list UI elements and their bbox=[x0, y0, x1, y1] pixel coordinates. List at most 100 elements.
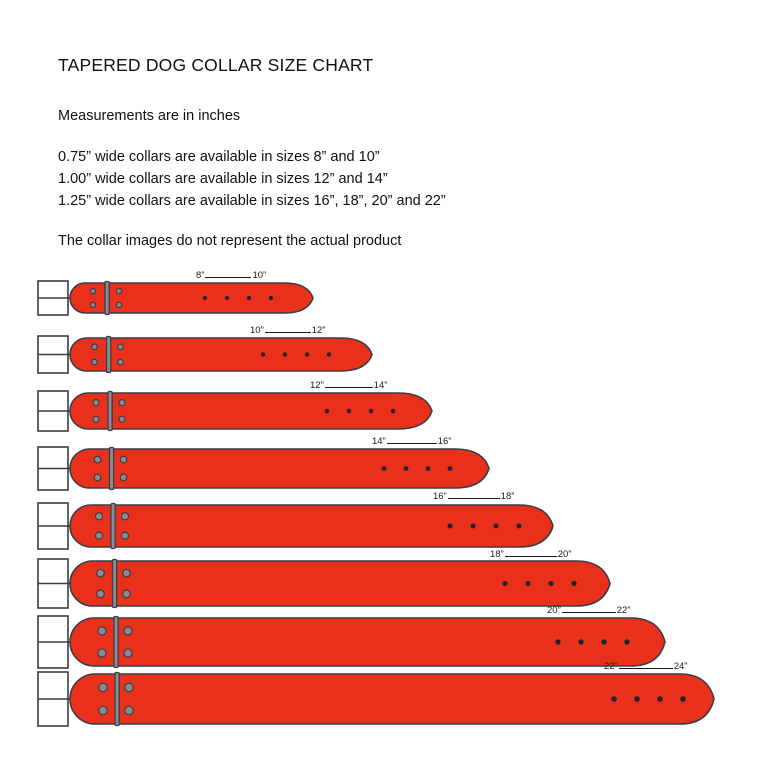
adjustment-hole bbox=[268, 295, 274, 301]
adjustment-hole bbox=[368, 408, 374, 414]
adjustment-hole bbox=[516, 523, 522, 529]
rivet bbox=[98, 682, 108, 693]
size-max-label: 18” bbox=[500, 491, 515, 502]
size-range-connector bbox=[205, 271, 252, 278]
adjustment-hole bbox=[447, 523, 453, 529]
rivet bbox=[118, 415, 126, 423]
adjustment-hole bbox=[502, 580, 508, 587]
size-min-label: 16” bbox=[433, 491, 447, 502]
rivet bbox=[97, 648, 107, 658]
adjustment-hole bbox=[525, 580, 531, 587]
rivet bbox=[122, 568, 131, 578]
collar-strap bbox=[69, 448, 490, 489]
keeper-loop bbox=[104, 280, 110, 316]
rivet bbox=[117, 358, 124, 366]
adjustment-hole bbox=[260, 352, 266, 357]
size-max-label: 10” bbox=[252, 270, 267, 281]
size-range-label: 16” 18” bbox=[433, 491, 514, 502]
size-max-label: 12” bbox=[311, 325, 326, 336]
page-title: TAPERED DOG COLLAR SIZE CHART bbox=[58, 55, 374, 75]
size-range-label: 10” 12” bbox=[250, 325, 325, 336]
rivet bbox=[94, 512, 104, 521]
size-min-label: 18” bbox=[490, 549, 504, 560]
rivet bbox=[91, 343, 98, 351]
adjustment-hole bbox=[470, 523, 476, 529]
size-max-label: 16” bbox=[437, 436, 452, 447]
size-range-label: 18” 20” bbox=[490, 549, 571, 560]
adjustment-hole bbox=[381, 466, 387, 471]
adjustment-hole bbox=[624, 639, 630, 645]
collar-20-22 bbox=[37, 615, 666, 669]
width-100-note: 1.00” wide collars are available in size… bbox=[58, 171, 388, 187]
disclaimer-note: The collar images do not represent the a… bbox=[58, 233, 402, 249]
rivet bbox=[96, 589, 105, 599]
collar-row: 18” 20” bbox=[0, 548, 770, 619]
rivet bbox=[115, 301, 123, 309]
size-range-connector bbox=[264, 326, 311, 333]
rivet bbox=[123, 626, 133, 636]
collar-18-20 bbox=[37, 558, 611, 609]
collar-strap bbox=[69, 673, 715, 725]
size-min-label: 20” bbox=[547, 605, 561, 616]
collar-strap bbox=[69, 560, 611, 607]
adjustment-hole bbox=[555, 639, 561, 645]
rivet bbox=[97, 626, 107, 636]
collar-22-24 bbox=[37, 671, 715, 727]
keeper-loop bbox=[108, 446, 115, 491]
size-max-label: 22” bbox=[616, 605, 631, 616]
adjustment-hole bbox=[680, 696, 686, 702]
adjustment-hole bbox=[611, 696, 617, 702]
rivet bbox=[124, 705, 134, 716]
rivet bbox=[119, 455, 128, 464]
size-max-label: 14” bbox=[373, 380, 388, 391]
adjustment-hole bbox=[601, 639, 607, 645]
collar-10-12 bbox=[37, 335, 373, 374]
size-range-label: 14” 16” bbox=[372, 436, 451, 447]
rivet bbox=[120, 512, 130, 521]
measurements-note: Measurements are in inches bbox=[58, 108, 241, 124]
collar-row: 8” 10” bbox=[0, 270, 770, 326]
size-range-label: 22” 24” bbox=[604, 661, 687, 672]
collar-row: 14” 16” bbox=[0, 436, 770, 501]
collar-row: 10” 12” bbox=[0, 325, 770, 384]
rivet bbox=[91, 358, 98, 366]
adjustment-hole bbox=[493, 523, 499, 529]
rivet bbox=[94, 531, 104, 540]
adjustment-hole bbox=[657, 696, 663, 702]
collar-8-10 bbox=[37, 280, 314, 316]
rivet bbox=[124, 682, 134, 693]
rivet bbox=[98, 705, 108, 716]
size-min-label: 22” bbox=[604, 661, 618, 672]
keeper-loop bbox=[110, 502, 116, 550]
adjustment-hole bbox=[224, 295, 230, 301]
adjustment-hole bbox=[346, 408, 352, 414]
rivet bbox=[115, 287, 123, 295]
rivet bbox=[123, 648, 133, 658]
collar-strap bbox=[69, 392, 433, 430]
rivet bbox=[93, 473, 102, 482]
rivet bbox=[89, 301, 97, 309]
collar-strap bbox=[69, 282, 314, 314]
size-range-label: 8” 10” bbox=[196, 270, 266, 281]
size-range-label: 12” 14” bbox=[310, 380, 387, 391]
size-max-label: 20” bbox=[557, 549, 572, 560]
adjustment-hole bbox=[304, 352, 310, 357]
collar-12-14 bbox=[37, 390, 433, 432]
adjustment-hole bbox=[447, 466, 453, 471]
rivet bbox=[117, 343, 124, 351]
adjustment-hole bbox=[326, 352, 332, 357]
keeper-loop bbox=[107, 390, 113, 432]
collar-row: 20” 22” bbox=[0, 605, 770, 679]
size-min-label: 12” bbox=[310, 380, 324, 391]
keeper-loop bbox=[114, 671, 120, 727]
rivet bbox=[120, 531, 130, 540]
rivet bbox=[92, 399, 100, 407]
adjustment-hole bbox=[282, 352, 288, 357]
adjustment-hole bbox=[578, 639, 584, 645]
keeper-loop bbox=[105, 335, 112, 374]
size-range-connector bbox=[447, 492, 500, 499]
rivet bbox=[119, 473, 128, 482]
collar-16-18 bbox=[37, 502, 554, 550]
adjustment-hole bbox=[571, 580, 577, 587]
